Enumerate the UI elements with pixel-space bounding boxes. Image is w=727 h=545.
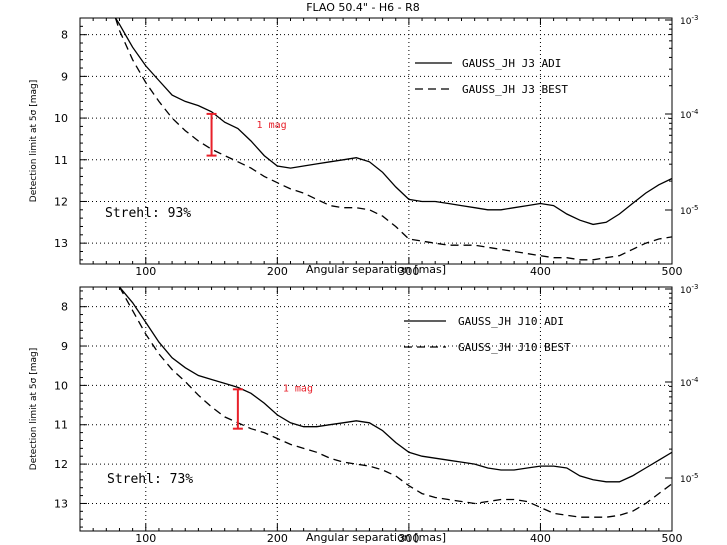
- series-line-adi: [119, 287, 672, 483]
- legend-label: GAUSS_JH J3 ADI: [462, 57, 561, 70]
- x-axis-label: Angular separation [mas]: [306, 531, 446, 544]
- legend-label: GAUSS_JH J10 BEST: [458, 341, 571, 354]
- strehl-text: Strehl: 73%: [107, 472, 193, 487]
- panel-bottom-j10: 100 200 300 400 500 8 9 10 11 12 13 10-3 10-4 10-5 GAU…: [29, 283, 699, 545]
- y-tick-label: 10: [54, 112, 68, 125]
- right-tick-label: 10-3: [680, 14, 698, 27]
- x-tick-label: 400: [530, 532, 551, 545]
- y-tick-label: 10: [54, 379, 68, 392]
- plot-frame: [79, 286, 673, 532]
- y-tick-label: 8: [61, 301, 68, 314]
- x-axis-label: Angular separation [mas]: [306, 263, 446, 276]
- x-tick-label: 500: [662, 532, 683, 545]
- plot-frame: [79, 17, 673, 265]
- x-tick-label: 100: [135, 532, 156, 545]
- y-tick-label: 9: [61, 70, 68, 83]
- right-tick-label: 10-5: [680, 472, 698, 485]
- one-mag-label: 1 mag: [283, 383, 313, 394]
- y-axis-label: Detection limit at 5σ [mag]: [29, 80, 39, 202]
- right-tick-label: 10-4: [680, 376, 699, 389]
- panel-top-j3: 100 200 300 400 500 8 9 10 11 12 13 10-3 10-4 10-5 GAU…: [29, 14, 699, 278]
- right-tick-label: 10-3: [680, 283, 698, 296]
- x-tick-label: 300: [398, 265, 419, 278]
- right-tick-label: 10-4: [680, 108, 699, 121]
- y-tick-label: 8: [61, 29, 68, 42]
- legend-label: GAUSS_JH J3 BEST: [462, 83, 568, 96]
- y-tick-label: 13: [54, 237, 68, 250]
- y-tick-label: 12: [54, 195, 68, 208]
- y-tick-label: 12: [54, 458, 68, 471]
- x-tick-label: 400: [530, 265, 551, 278]
- series-line-best: [118, 287, 672, 518]
- right-tick-label: 10-5: [680, 204, 698, 217]
- x-tick-label: 100: [135, 265, 156, 278]
- x-tick-label: 200: [267, 532, 288, 545]
- y-tick-label: 11: [54, 154, 68, 167]
- y-tick-label: 13: [54, 497, 68, 510]
- x-tick-label: 200: [267, 265, 288, 278]
- legend-label: GAUSS_JH J10 ADI: [458, 315, 564, 328]
- series-line-adi: [114, 18, 672, 226]
- y-tick-label: 11: [54, 419, 68, 432]
- y-axis-label: Detection limit at 5σ [mag]: [29, 348, 39, 470]
- one-mag-label: 1 mag: [257, 120, 287, 131]
- x-tick-label: 500: [662, 265, 683, 278]
- figure-title: FLAO 50.4" - H6 - R8: [306, 1, 420, 14]
- y-tick-label: 9: [61, 340, 68, 353]
- x-tick-label: 300: [398, 532, 419, 545]
- strehl-text: Strehl: 93%: [105, 206, 191, 221]
